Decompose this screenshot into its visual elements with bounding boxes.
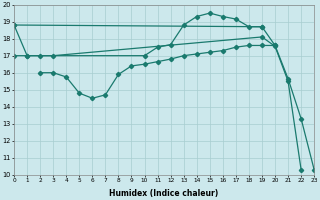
X-axis label: Humidex (Indice chaleur): Humidex (Indice chaleur) bbox=[109, 189, 219, 198]
